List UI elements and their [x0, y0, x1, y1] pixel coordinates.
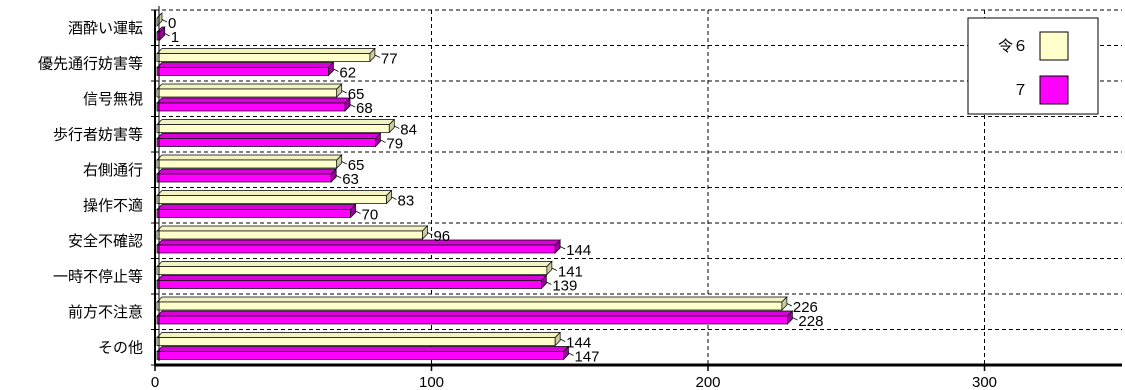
leader-line	[560, 246, 566, 250]
bar-r7-9	[156, 345, 570, 361]
leader-line	[161, 19, 168, 23]
value-label: 68	[356, 100, 373, 117]
value-label: 79	[386, 136, 403, 153]
leader-line	[391, 196, 397, 200]
bar-r7-1	[156, 61, 335, 77]
bar-r6-3	[156, 118, 396, 134]
bar-r7-5	[156, 203, 357, 219]
bars	[156, 12, 794, 361]
legend-label: ７	[1013, 81, 1028, 99]
leader-line	[374, 54, 381, 58]
value-label: 63	[342, 171, 359, 188]
bar-r6-8	[156, 296, 788, 311]
category-label: 前方不注意	[68, 303, 143, 321]
value-label: 83	[397, 193, 414, 210]
leader-line	[394, 125, 400, 129]
leader-line	[568, 352, 574, 356]
category-label: 操作不適	[83, 196, 143, 214]
leader-line	[336, 175, 342, 179]
value-label: 0	[168, 15, 176, 32]
leader-line	[333, 68, 339, 72]
legend: 令６ ７	[967, 17, 1099, 115]
value-label: 70	[362, 207, 379, 224]
leader-line	[786, 303, 793, 307]
labels: 01酒酔い運転7762優先通行妨害等6568信号無視8479歩行者妨害等6563…	[38, 15, 823, 366]
category-label: 信号無視	[83, 90, 143, 108]
bar-r6-6	[156, 225, 429, 240]
leader-line	[546, 281, 552, 285]
bar-r7-6	[156, 239, 562, 254]
bar-r6-1	[156, 47, 376, 63]
bar-r6-7	[156, 260, 553, 276]
value-label: 144	[566, 242, 591, 259]
bar-r6-9	[156, 331, 562, 347]
leader-line	[427, 232, 433, 236]
category-label: 歩行者妨害等	[53, 125, 143, 143]
value-label: 147	[574, 349, 599, 366]
value-label: 141	[558, 264, 583, 281]
x-tick-label: 300	[972, 374, 997, 390]
x-tick-label: 0	[151, 374, 159, 390]
x-tick-label: 100	[419, 374, 444, 390]
bar-r7-4	[156, 168, 338, 183]
value-label: 65	[348, 86, 365, 103]
leader-line	[560, 338, 566, 342]
category-label: その他	[98, 338, 143, 356]
value-label: 1	[171, 29, 179, 46]
legend-swatch	[1039, 31, 1069, 61]
value-label: 144	[566, 335, 591, 352]
gridlines	[155, 9, 1122, 365]
leader-line	[355, 210, 361, 214]
leader-line	[349, 104, 356, 108]
value-label: 96	[433, 228, 450, 245]
x-tick-label: 200	[695, 374, 720, 390]
leader-line	[341, 90, 347, 94]
value-label: 84	[400, 122, 417, 139]
leader-line	[551, 267, 558, 271]
bar-r7-7	[156, 274, 548, 290]
category-label: 優先通行妨害等	[38, 54, 143, 72]
value-label: 228	[798, 313, 823, 330]
legend-label: 令６	[998, 37, 1028, 55]
value-label: 77	[381, 51, 398, 68]
leader-line	[341, 161, 347, 165]
legend-box	[967, 17, 1099, 115]
value-label: 65	[348, 157, 365, 174]
leader-line	[792, 317, 798, 321]
category-label: 一時不停止等	[53, 267, 143, 285]
category-label: 右側通行	[83, 161, 143, 179]
bar-r7-3	[156, 132, 382, 148]
leader-line	[164, 33, 170, 37]
bar-r7-2	[156, 97, 351, 112]
category-label: 酒酔い運転	[68, 19, 143, 37]
value-label: 139	[552, 278, 577, 295]
bar-r6-4	[156, 154, 343, 169]
bar-r6-2	[156, 83, 343, 98]
legend-swatch	[1039, 75, 1069, 105]
bar-r6-5	[156, 189, 393, 205]
value-label: 62	[339, 65, 356, 82]
bar-r7-0	[156, 26, 166, 41]
category-label: 安全不確認	[68, 232, 143, 250]
bar-r7-8	[156, 310, 794, 325]
axes: 0 100 200 300	[151, 6, 1122, 390]
leader-line	[380, 139, 386, 143]
value-label: 226	[793, 299, 818, 316]
